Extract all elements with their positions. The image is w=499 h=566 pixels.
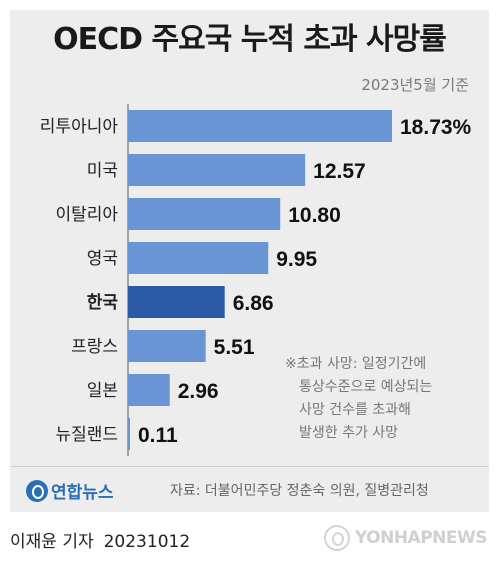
reporter-credit: 이재윤 기자 20231012 <box>10 527 190 552</box>
value-label: 0.11 <box>138 424 178 447</box>
value-label: 5.51 <box>214 336 255 359</box>
credit-row: 이재윤 기자 20231012 YONHAPNEWS <box>0 512 499 566</box>
category-label: 이탈리아 <box>55 205 118 225</box>
chart-title: OECD 주요국 누적 초과 사망률 <box>53 22 447 57</box>
bar <box>128 286 225 318</box>
yonhap-logo-icon <box>26 479 48 502</box>
bar <box>128 374 170 406</box>
category-label: 한국 <box>87 293 119 313</box>
source-row: 연합뉴스 자료: 더불어민주당 정춘숙 의원, 질병관리청 <box>10 466 489 513</box>
reporter-name: 이재윤 기자 <box>10 532 94 552</box>
footnote-line: 발생한 추가 사망 <box>299 425 399 441</box>
category-label: 리투아니아 <box>40 117 119 137</box>
category-label: 프랑스 <box>71 337 118 357</box>
chart-subtitle: 2023년5월 기준 <box>361 76 469 94</box>
yonhap-logo-text: 연합뉴스 <box>51 483 114 503</box>
footnote: ※초과 사망: 일정기간에 통상수준으로 예상되는 사망 건수를 초과해 발생한… <box>285 353 485 445</box>
value-label: 2.96 <box>178 380 219 403</box>
publish-date: 20231012 <box>103 532 191 552</box>
bar <box>128 330 206 362</box>
value-label: 6.86 <box>233 292 274 315</box>
bar <box>128 418 130 450</box>
footnote-line: 통상수준으로 예상되는 <box>299 379 433 395</box>
value-label: 18.73% <box>400 116 472 139</box>
value-label: 9.95 <box>276 248 317 271</box>
bar <box>128 154 306 186</box>
category-label: 영국 <box>87 249 118 269</box>
source-text: 자료: 더불어민주당 정춘숙 의원, 질병관리청 <box>170 483 429 499</box>
bar <box>128 198 281 230</box>
category-label: 일본 <box>87 381 118 401</box>
bar <box>128 110 392 142</box>
yonhap-logo: 연합뉴스 <box>26 478 114 503</box>
category-label: 뉴질랜드 <box>55 425 118 445</box>
footnote-line: 사망 건수를 초과해 <box>299 402 411 418</box>
category-label: 미국 <box>87 161 118 181</box>
watermark: YONHAPNEWS <box>323 525 488 551</box>
footnote-line: ※초과 사망: 일정기간에 <box>285 356 427 372</box>
bar <box>128 242 269 274</box>
watermark-text: YONHAPNEWS <box>354 528 488 548</box>
value-label: 12.57 <box>313 160 366 183</box>
watermark-logo-icon <box>323 525 350 551</box>
value-label: 10.80 <box>288 204 341 227</box>
